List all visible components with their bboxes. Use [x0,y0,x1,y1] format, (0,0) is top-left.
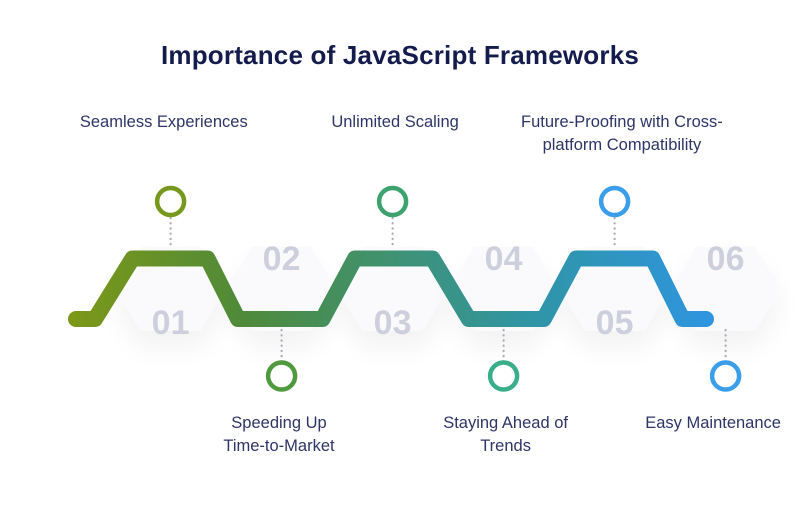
svg-text:06: 06 [707,240,745,278]
svg-text:05: 05 [596,304,634,342]
svg-text:04: 04 [485,240,523,278]
svg-text:01: 01 [152,304,190,342]
svg-text:03: 03 [374,304,412,342]
svg-text:02: 02 [263,240,301,278]
